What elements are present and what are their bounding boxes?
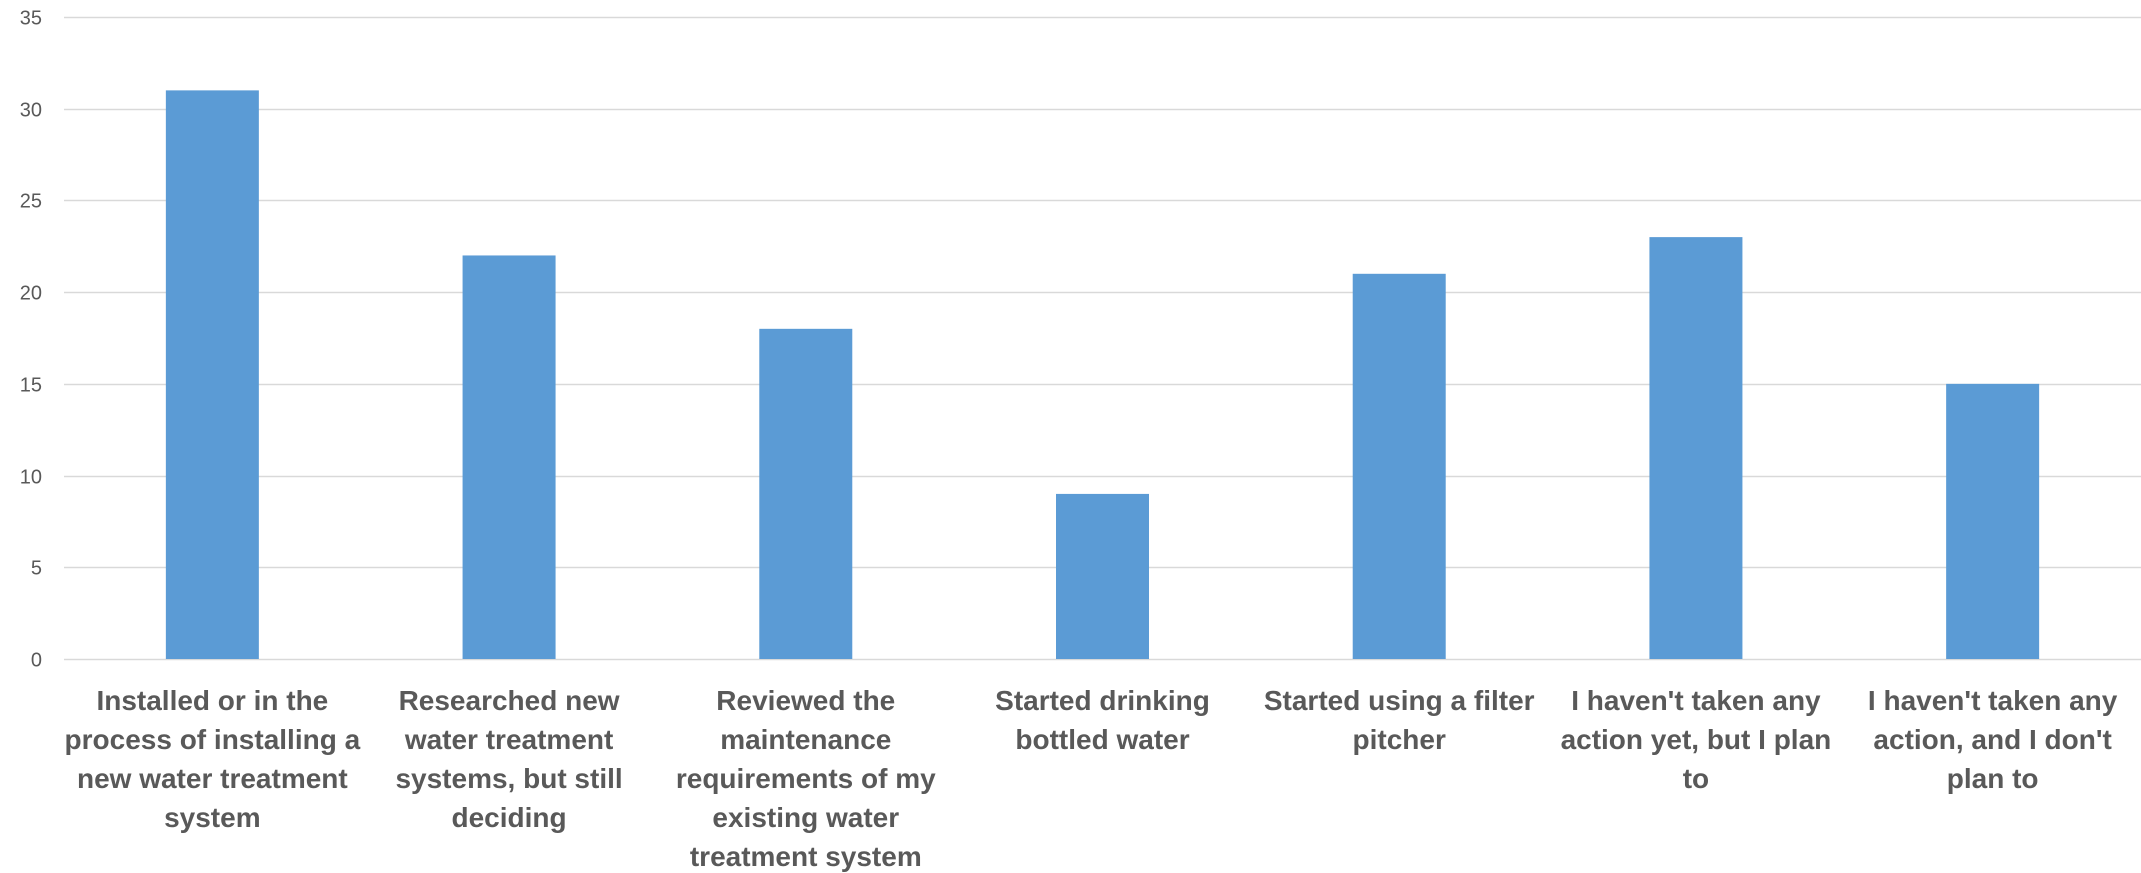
- x-category-label-line: maintenance: [720, 724, 891, 755]
- y-tick-label: 10: [20, 467, 42, 489]
- bars: Installed or in the process of installin…: [165, 90, 2040, 659]
- x-category-label-line: new water treatment: [77, 763, 348, 794]
- x-category-label-7: I haven't taken any action, and I don't pl…: [1868, 685, 2118, 794]
- x-category-label-line: deciding: [452, 802, 567, 833]
- x-category-label-line: Installed or in the: [96, 685, 328, 716]
- y-tick-label: 15: [20, 375, 42, 397]
- x-category-label-1: Installed or in the process of installing…: [65, 685, 361, 833]
- x-category-label-line: process of installing a: [65, 724, 361, 755]
- x-category-label-6: I haven't taken any action yet, but I pla…: [1561, 685, 1832, 794]
- x-category-label-5: Started using a filter pitcher: [1264, 685, 1535, 755]
- y-tick-label: 0: [31, 650, 42, 672]
- x-category-label-line: plan to: [1947, 763, 2039, 794]
- bar-6[interactable]: I haven't taken any action yet, but I pl…: [1649, 237, 1743, 659]
- y-axis-tick-labels: 0 5 10 15 20 25 30 35: [20, 8, 42, 672]
- x-category-label-line: pitcher: [1353, 724, 1446, 755]
- bar-4[interactable]: Started drinking bottled water: 9: [1056, 493, 1149, 659]
- bar-5[interactable]: Started using a filter pitcher: 21: [1352, 273, 1446, 659]
- x-category-label-line: requirements of my: [676, 763, 936, 794]
- y-tick-label: 30: [20, 100, 42, 122]
- x-category-label-4: Started drinking bottled water: [995, 685, 1210, 755]
- y-tick-label: 25: [20, 191, 42, 213]
- x-category-label-2: Researched new water treatment systems, bu…: [395, 685, 622, 833]
- y-tick-label: 5: [31, 558, 42, 580]
- x-category-label-line: system: [164, 802, 261, 833]
- bar-7[interactable]: I haven't taken any action, and I don't …: [1946, 383, 2040, 659]
- y-tick-label: 35: [20, 8, 42, 30]
- x-category-label-line: bottled water: [1015, 724, 1189, 755]
- bar-3[interactable]: Reviewed the maintenance requirements of…: [759, 328, 853, 659]
- x-category-label-line: existing water: [712, 802, 899, 833]
- x-axis-category-labels: Installed or in the process of installing…: [65, 685, 2118, 872]
- x-category-label-line: Started using a filter: [1264, 685, 1535, 716]
- x-category-label-line: action yet, but I plan: [1561, 724, 1832, 755]
- x-category-label-line: action, and I don't: [1873, 724, 2111, 755]
- x-category-label-3: Reviewed the maintenance requirements of m…: [676, 685, 936, 872]
- x-category-label-line: Started drinking: [995, 685, 1210, 716]
- bar-2[interactable]: Researched new water treatment systems, …: [462, 255, 556, 659]
- x-category-label-line: Researched new: [399, 685, 620, 716]
- x-category-label-line: Reviewed the: [716, 685, 895, 716]
- x-category-label-line: I haven't taken any: [1868, 685, 2118, 716]
- x-category-label-line: I haven't taken any: [1571, 685, 1821, 716]
- x-category-label-line: to: [1683, 763, 1709, 794]
- x-category-label-line: water treatment: [404, 724, 614, 755]
- x-category-label-line: treatment system: [690, 841, 922, 872]
- gridlines: [64, 16, 2141, 661]
- x-category-label-line: systems, but still: [395, 763, 622, 794]
- bar-1[interactable]: Installed or in the process of installin…: [165, 90, 259, 659]
- y-tick-label: 20: [20, 283, 42, 305]
